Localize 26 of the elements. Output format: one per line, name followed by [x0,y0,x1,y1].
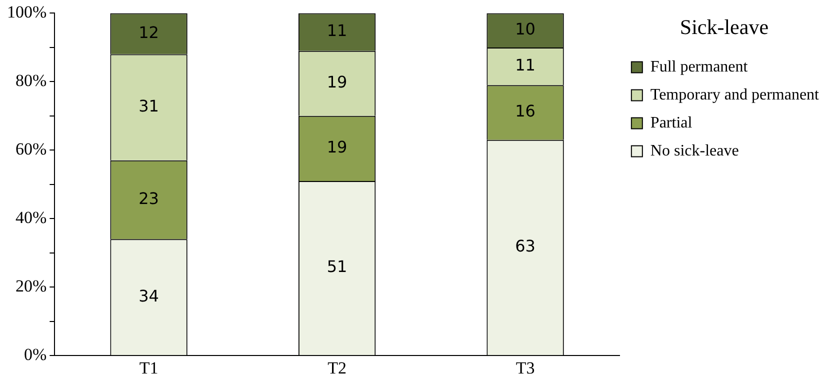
y-tick-label: 60% [15,140,47,159]
x-tick-label: T1 [139,358,158,378]
y-tick-label: 40% [15,208,47,228]
legend-label: No sick-leave [650,142,739,160]
data-label: 51 [326,257,348,276]
legend-title: Sick-leave [680,15,769,40]
data-label: 63 [515,236,536,256]
y-tick-label: 20% [15,276,47,296]
data-label: 11 [326,21,348,40]
y-tick-label: 0% [24,345,47,364]
legend-label: Full permanent [650,58,748,76]
legend-label: Temporary and permanent [650,86,820,104]
y-tick-label: 100% [6,2,47,22]
data-label: 10 [515,19,536,38]
data-label: 23 [138,188,159,208]
data-label: 11 [515,55,536,74]
y-tick-label: 80% [15,71,47,90]
data-label: 19 [326,72,348,92]
data-label: 16 [515,102,536,121]
data-label: 31 [138,96,159,116]
data-label: 19 [326,138,348,157]
data-label: 12 [138,22,159,42]
data-label: 34 [138,286,159,306]
x-tick-label: T2 [328,358,346,378]
legend-label: Partial [650,114,693,132]
x-tick-label: T3 [516,358,535,378]
